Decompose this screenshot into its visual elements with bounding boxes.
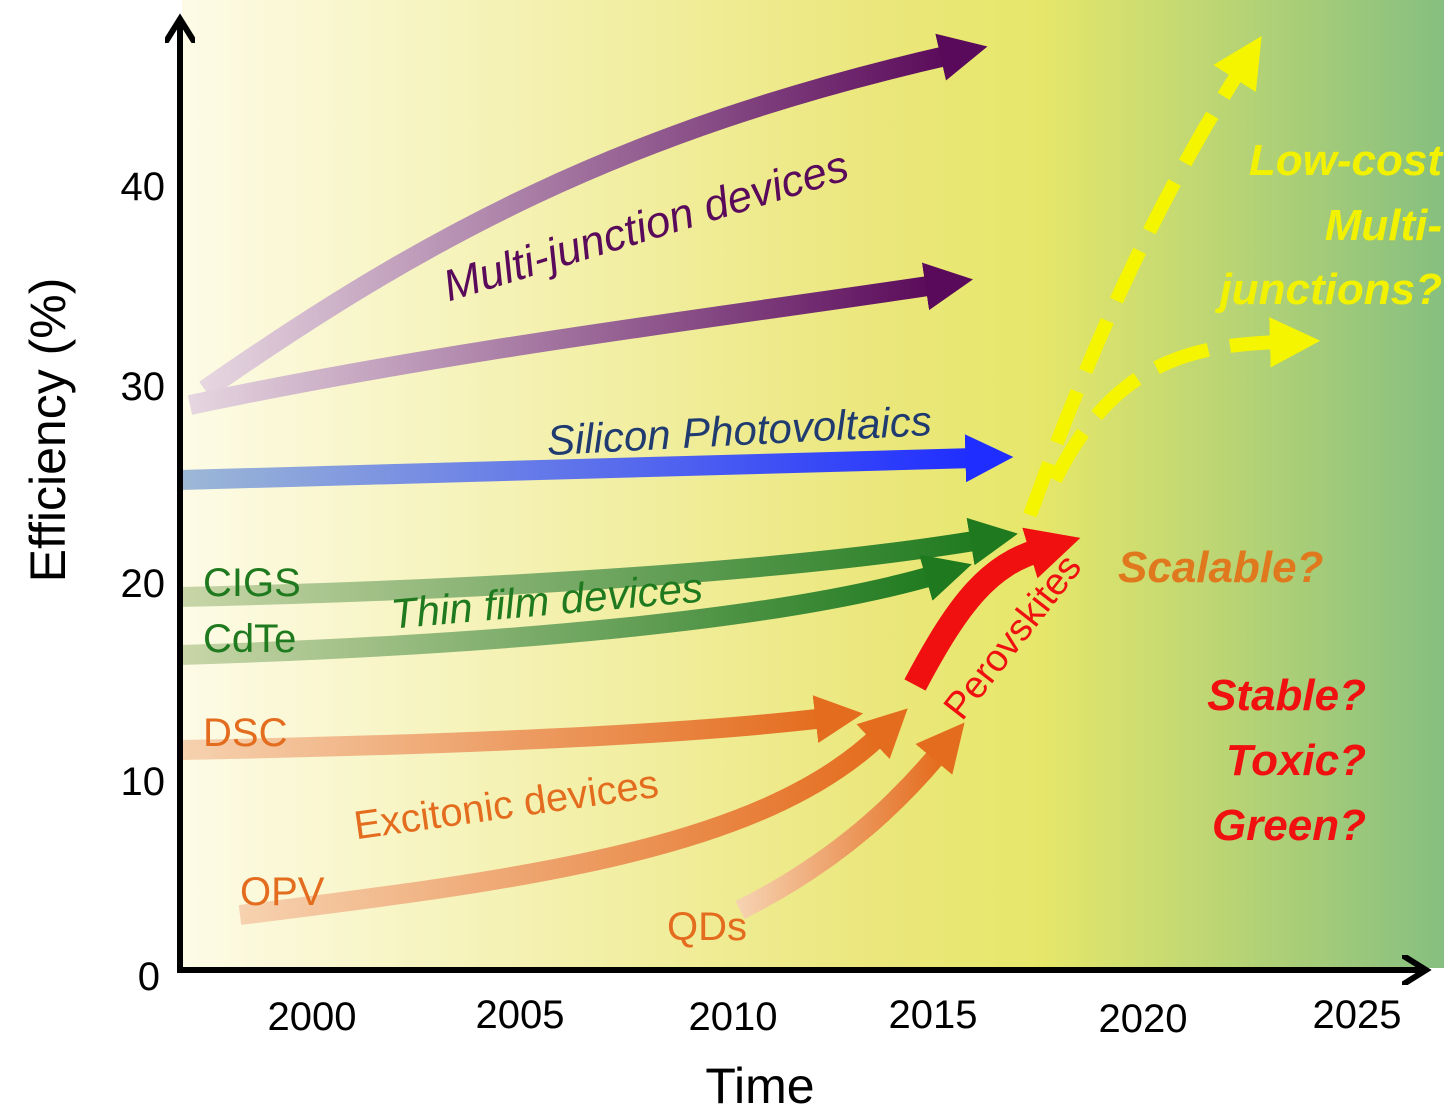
y-tick-label: 20 xyxy=(121,562,166,606)
arrow xyxy=(179,695,864,760)
arrow xyxy=(179,434,1014,490)
arrow xyxy=(179,517,1018,607)
arrow xyxy=(199,33,988,399)
axes xyxy=(177,25,1420,972)
arrows xyxy=(179,33,1321,925)
x-tick-label: 2000 xyxy=(268,995,357,1039)
label: OPV xyxy=(240,870,325,914)
label: Toxic? xyxy=(1226,736,1366,785)
y-tick-label: 30 xyxy=(121,365,166,409)
y-axis-label: Efficiency (%) xyxy=(20,278,76,583)
x-tick-label: 2015 xyxy=(889,993,978,1037)
y-ticks: 0 10 20 30 40 xyxy=(121,165,166,999)
y-tick-label: 0 xyxy=(138,955,160,999)
x-tick-label: 2005 xyxy=(476,993,565,1037)
label: Green? xyxy=(1212,801,1366,850)
label: Multi- xyxy=(1325,201,1442,250)
label: Low-cost xyxy=(1249,136,1444,185)
x-tick-label: 2010 xyxy=(689,995,778,1039)
arrow xyxy=(1023,35,1262,518)
x-tick-label: 2020 xyxy=(1099,997,1188,1041)
y-tick-label: 10 xyxy=(121,760,166,804)
y-tick-label: 40 xyxy=(121,165,166,209)
arrow xyxy=(187,262,973,415)
x-ticks: 2000 2005 2010 2015 2020 2025 xyxy=(268,993,1402,1041)
label: Stable? xyxy=(1207,671,1366,720)
arrow xyxy=(735,722,965,919)
label: CIGS xyxy=(203,561,301,605)
label: DSC xyxy=(203,711,287,755)
label: CdTe xyxy=(203,617,296,661)
arrow xyxy=(179,554,972,665)
arrow xyxy=(1048,317,1321,484)
arrow xyxy=(238,708,908,925)
arrow xyxy=(904,527,1081,691)
label: Scalable? xyxy=(1118,543,1323,592)
label: junctions? xyxy=(1215,265,1442,314)
x-axis-label: Time xyxy=(705,1058,814,1113)
x-tick-label: 2025 xyxy=(1313,993,1402,1037)
label: QDs xyxy=(667,905,747,949)
